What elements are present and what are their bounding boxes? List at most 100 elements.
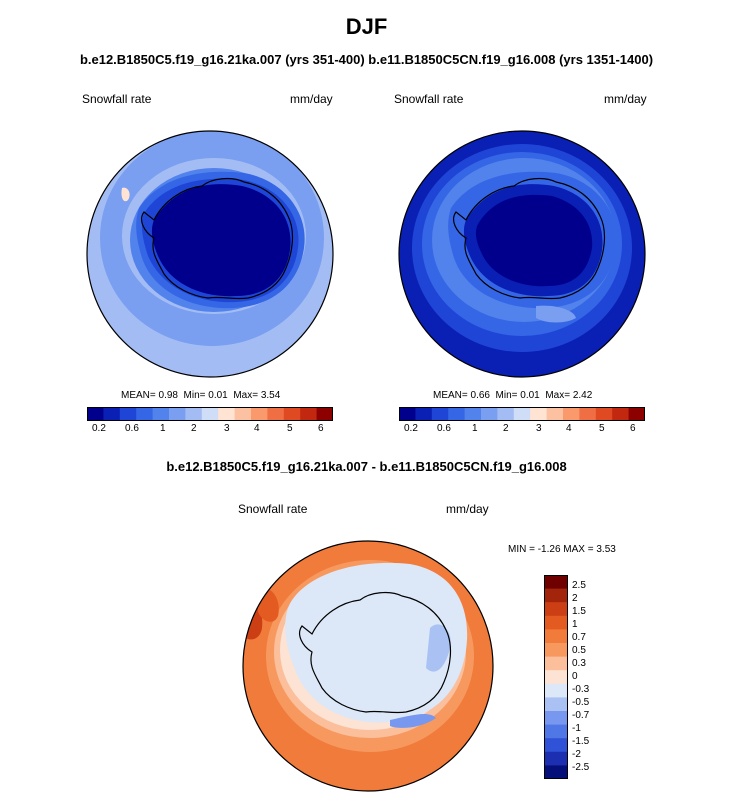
panel2-min-value: 0.01: [520, 390, 540, 401]
cb3-tick: 0: [572, 671, 578, 682]
cb3-tick: 0.5: [572, 645, 586, 656]
figure-title: DJF: [345, 14, 388, 39]
cb2-tick: 0.6: [437, 423, 451, 434]
colorbar-segment: [628, 407, 646, 421]
cb1-tick: 6: [318, 423, 324, 434]
colorbar-segment: [544, 643, 568, 658]
cb3-tick: -0.3: [572, 684, 590, 695]
cb2-tick: 3: [536, 423, 542, 434]
colorbar-segment: [481, 407, 498, 421]
colorbar-segment: [152, 407, 170, 421]
colorbar-segment: [544, 602, 568, 617]
p2-antarctica-core: [475, 194, 593, 287]
colorbar-segment: [103, 407, 121, 421]
colorbar-segment: [185, 407, 203, 421]
p1-antarctica-field: [151, 184, 291, 297]
cb1-tick: 2: [191, 423, 197, 434]
cb3-tick: -0.5: [572, 697, 590, 708]
cb2-tick: 2: [503, 423, 509, 434]
panel2-min-label: Min=: [495, 390, 518, 401]
p2-coastline: [453, 177, 606, 300]
cb3-tick: 2: [572, 593, 578, 604]
cb3-tick: 1: [572, 619, 578, 630]
cb3-tick: -0.7: [572, 710, 590, 721]
panel1-max-label: Max=: [233, 390, 259, 401]
cb1-tick: 1: [160, 423, 166, 434]
cb2-tick: 5: [599, 423, 605, 434]
cb1-tick: 0.2: [92, 423, 106, 434]
colorbar-segment: [169, 407, 186, 421]
cb1-tick: 4: [254, 423, 260, 434]
cb2-tick: 1: [472, 423, 478, 434]
panel1-colorbar: [87, 407, 334, 421]
colorbar-segment: [544, 656, 568, 671]
cb3-tick: -2.5: [572, 762, 590, 773]
panel2-colorbar: [399, 407, 646, 421]
colorbar-segment: [201, 407, 219, 421]
p1-warm-spot-2: [121, 187, 130, 202]
panel1-polar-map: [86, 130, 334, 378]
diff-neg-edge: [426, 624, 451, 672]
panel2-max-value: 2.42: [572, 390, 593, 401]
colorbar-segment: [595, 407, 613, 421]
cb2-tick: 0.2: [404, 423, 418, 434]
colorbar-segment: [544, 738, 568, 753]
diff-unit-label: mm/day: [446, 502, 489, 516]
diff-variable-label: Snowfall rate: [238, 502, 308, 516]
cb3-tick: 2.5: [572, 580, 586, 591]
panel2-mean-label: MEAN=: [433, 390, 468, 401]
panel1-mean-value: 0.98: [158, 390, 178, 401]
panel2-mean-value: 0.66: [470, 390, 490, 401]
cb3-tick: 0.3: [572, 658, 586, 669]
diff-colorbar: [544, 575, 568, 780]
colorbar-segment: [136, 407, 154, 421]
cb2-tick: 4: [566, 423, 572, 434]
cb3-tick: -1: [572, 723, 581, 734]
p2-light-patch: [536, 305, 576, 323]
colorbar-segment: [544, 765, 568, 780]
cb1-tick: 0.6: [125, 423, 139, 434]
figure-subtitle: b.e12.B1850C5.f19_g16.21ka.007 (yrs 351-…: [79, 52, 654, 67]
diff-polar-map: [242, 540, 494, 792]
cb3-tick: 1.5: [572, 606, 586, 617]
panel1-max-value: 3.54: [260, 390, 281, 401]
colorbar-segment: [234, 407, 252, 421]
p1-coastline: [141, 177, 294, 300]
cb3-tick: -1.5: [572, 736, 590, 747]
colorbar-segment: [544, 670, 568, 685]
panel2-variable-label: Snowfall rate: [394, 92, 464, 106]
colorbar-segment: [544, 629, 568, 644]
colorbar-segment: [546, 407, 564, 421]
colorbar-segment: [251, 407, 268, 421]
colorbar-segment: [300, 407, 318, 421]
panel1-variable-label: Snowfall rate: [82, 92, 152, 106]
cb1-tick: 5: [287, 423, 293, 434]
colorbar-segment: [513, 407, 531, 421]
colorbar-border: [87, 407, 333, 421]
colorbar-segment: [530, 407, 548, 421]
colorbar-segment: [544, 711, 568, 726]
colorbar-segment: [415, 407, 433, 421]
panel1-min-value: 0.01: [208, 390, 228, 401]
difference-title: b.e12.B1850C5.f19_g16.21ka.007 - b.e11.B…: [166, 459, 567, 474]
panel1-mean-label: MEAN=: [121, 390, 156, 401]
colorbar-segment: [544, 588, 568, 603]
cb3-tick: 0.7: [572, 632, 586, 643]
colorbar-segment: [579, 407, 597, 421]
colorbar-border: [544, 575, 568, 779]
colorbar-segment: [544, 683, 568, 698]
diff-neg-edge-2: [390, 714, 436, 728]
panel1-min-label: Min=: [183, 390, 206, 401]
colorbar-segment: [316, 407, 334, 421]
cb1-tick: 3: [224, 423, 230, 434]
colorbar-segment: [431, 407, 449, 421]
colorbar-segment: [544, 575, 568, 590]
colorbar-segment: [544, 724, 568, 739]
panel2-max-label: Max=: [545, 390, 571, 401]
panel2-unit-label: mm/day: [604, 92, 647, 106]
colorbar-segment: [283, 407, 301, 421]
colorbar-segment: [544, 751, 568, 766]
cb3-tick: -2: [572, 749, 581, 760]
colorbar-segment: [87, 407, 104, 421]
colorbar-segment: [544, 697, 568, 712]
